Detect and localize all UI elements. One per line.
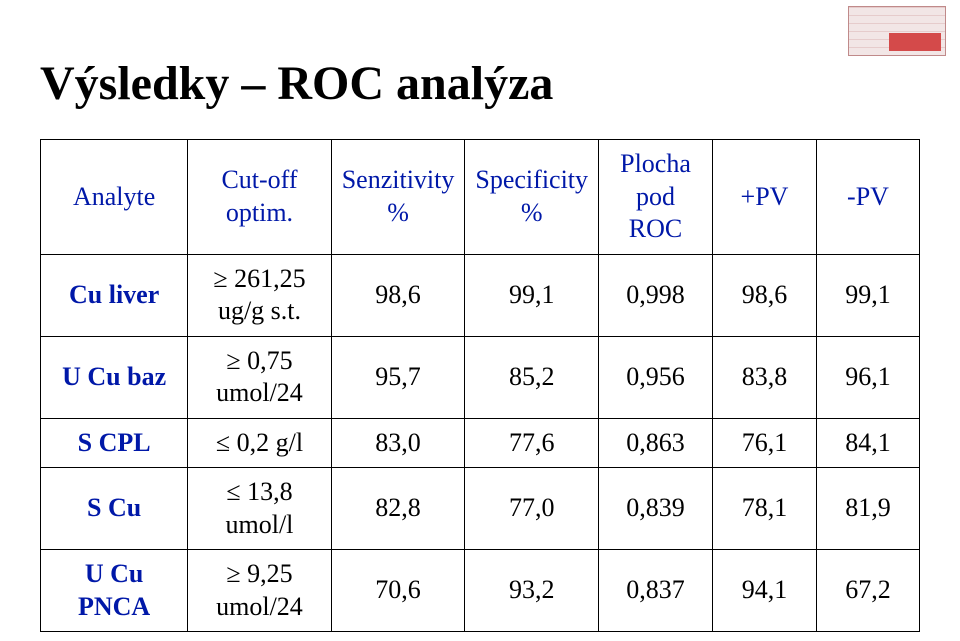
row-npv: 96,1 [817,336,920,418]
row-npv: 67,2 [817,550,920,632]
row-label: U Cu baz [41,336,188,418]
col-npv: -PV [817,140,920,255]
row-ppv: 94,1 [712,550,816,632]
row-npv: 81,9 [817,468,920,550]
col-sens: Senzitivity % [331,140,465,255]
row-ppv: 83,8 [712,336,816,418]
row-npv: 99,1 [817,254,920,336]
row-sens: 95,7 [331,336,465,418]
row-ppv: 78,1 [712,468,816,550]
row-ppv: 98,6 [712,254,816,336]
table-row: U Cu baz ≥ 0,75 umol/24 95,7 85,2 0,956 … [41,336,920,418]
roc-table: Analyte Cut-off optim. Senzitivity % Spe… [40,139,920,632]
col-auc: Plocha pod ROC [599,140,713,255]
row-label: Cu liver [41,254,188,336]
row-spec: 77,6 [465,418,599,468]
row-spec: 85,2 [465,336,599,418]
row-spec: 77,0 [465,468,599,550]
row-sens: 83,0 [331,418,465,468]
row-spec: 93,2 [465,550,599,632]
row-auc: 0,839 [599,468,713,550]
row-auc: 0,837 [599,550,713,632]
row-ppv: 76,1 [712,418,816,468]
col-cutoff: Cut-off optim. [188,140,331,255]
col-ppv: +PV [712,140,816,255]
row-auc: 0,998 [599,254,713,336]
table-row: S Cu ≤ 13,8 umol/l 82,8 77,0 0,839 78,1 … [41,468,920,550]
row-npv: 84,1 [817,418,920,468]
row-label: U Cu PNCA [41,550,188,632]
table-row: U Cu PNCA ≥ 9,25 umol/24 70,6 93,2 0,837… [41,550,920,632]
table-row: Cu liver ≥ 261,25 ug/g s.t. 98,6 99,1 0,… [41,254,920,336]
row-cutoff: ≥ 0,75 umol/24 [188,336,331,418]
row-cutoff: ≥ 261,25 ug/g s.t. [188,254,331,336]
row-auc: 0,863 [599,418,713,468]
row-cutoff: ≥ 9,25 umol/24 [188,550,331,632]
row-sens: 82,8 [331,468,465,550]
table-row: S CPL ≤ 0,2 g/l 83,0 77,6 0,863 76,1 84,… [41,418,920,468]
row-cutoff: ≤ 0,2 g/l [188,418,331,468]
row-auc: 0,956 [599,336,713,418]
page-title: Výsledky – ROC analýza [40,56,924,111]
col-spec: Specificity % [465,140,599,255]
periodic-table-icon [848,6,946,56]
row-spec: 99,1 [465,254,599,336]
row-sens: 70,6 [331,550,465,632]
row-label: S CPL [41,418,188,468]
row-sens: 98,6 [331,254,465,336]
col-analyte: Analyte [41,140,188,255]
row-cutoff: ≤ 13,8 umol/l [188,468,331,550]
row-label: S Cu [41,468,188,550]
